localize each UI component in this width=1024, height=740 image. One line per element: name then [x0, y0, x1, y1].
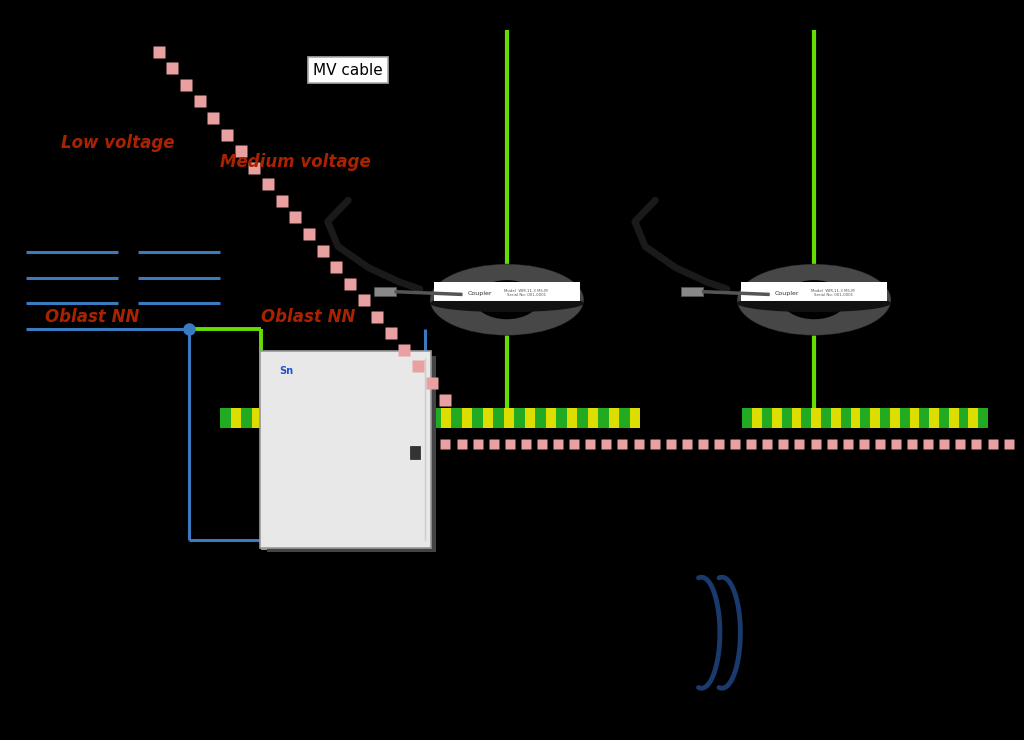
Bar	[440, 408, 451, 428]
Text: Oblast NN: Oblast NN	[261, 308, 355, 326]
Text: Medium voltage: Medium voltage	[220, 152, 371, 170]
Bar	[939, 408, 949, 428]
Text: Serial No: 001-0001: Serial No: 001-0001	[814, 293, 853, 297]
Bar	[969, 408, 978, 428]
Text: Coupler: Coupler	[775, 292, 800, 296]
Bar	[368, 408, 378, 428]
Bar	[410, 446, 420, 460]
Bar	[388, 408, 398, 428]
Bar	[841, 408, 851, 428]
Ellipse shape	[737, 295, 891, 312]
Text: Coupler: Coupler	[468, 292, 493, 296]
Bar	[830, 408, 841, 428]
Bar	[398, 408, 409, 428]
Bar	[772, 408, 781, 428]
Bar	[762, 408, 772, 428]
Bar	[566, 408, 578, 428]
Text: Oblast NN: Oblast NN	[45, 308, 139, 326]
Bar	[949, 408, 958, 428]
Ellipse shape	[430, 295, 584, 312]
Bar	[434, 282, 580, 301]
Bar	[741, 282, 887, 301]
Ellipse shape	[430, 264, 584, 335]
FancyBboxPatch shape	[260, 351, 431, 548]
Bar	[890, 408, 900, 428]
Bar	[870, 408, 880, 428]
Bar	[978, 408, 988, 428]
Bar	[524, 408, 535, 428]
Text: MV cable: MV cable	[313, 63, 383, 78]
Bar	[252, 408, 262, 428]
Bar	[314, 408, 326, 428]
Bar	[374, 287, 396, 296]
Bar	[909, 408, 920, 428]
Bar	[588, 408, 598, 428]
Bar	[272, 408, 283, 428]
Bar	[860, 408, 870, 428]
Bar	[556, 408, 566, 428]
Bar	[681, 287, 703, 296]
Text: Model  WM-11-3 M5-M: Model WM-11-3 M5-M	[504, 289, 548, 293]
Bar	[880, 408, 890, 428]
Text: Sn: Sn	[280, 366, 294, 377]
Bar	[242, 408, 252, 428]
Bar	[451, 408, 462, 428]
Ellipse shape	[475, 280, 539, 319]
Bar	[304, 408, 314, 428]
Bar	[546, 408, 556, 428]
Bar	[598, 408, 608, 428]
Ellipse shape	[430, 264, 584, 335]
Bar	[900, 408, 909, 428]
Bar	[781, 408, 792, 428]
Ellipse shape	[430, 278, 584, 321]
Bar	[821, 408, 830, 428]
Bar	[462, 408, 472, 428]
Ellipse shape	[737, 264, 891, 335]
Bar	[920, 408, 929, 428]
Ellipse shape	[737, 278, 891, 321]
Bar	[294, 408, 304, 428]
Bar	[230, 408, 242, 428]
Bar	[336, 408, 346, 428]
Bar	[742, 408, 753, 428]
Bar	[356, 408, 367, 428]
Text: Model  WM-11-3 M5-M: Model WM-11-3 M5-M	[811, 289, 855, 293]
Text: Serial No: 001-0001: Serial No: 001-0001	[507, 293, 546, 297]
Bar	[420, 408, 430, 428]
Bar	[929, 408, 939, 428]
Bar	[851, 408, 860, 428]
Ellipse shape	[737, 264, 891, 335]
Bar	[472, 408, 482, 428]
Bar	[494, 408, 504, 428]
Bar	[504, 408, 514, 428]
Bar	[220, 408, 230, 428]
Bar	[326, 408, 336, 428]
Bar	[535, 408, 546, 428]
Bar	[792, 408, 802, 428]
Bar	[283, 408, 294, 428]
Bar	[618, 408, 630, 428]
Bar	[753, 408, 762, 428]
Bar	[578, 408, 588, 428]
Bar	[378, 408, 388, 428]
Bar	[409, 408, 420, 428]
Bar	[262, 408, 272, 428]
Bar	[267, 356, 436, 552]
Bar	[958, 408, 969, 428]
Bar	[482, 408, 494, 428]
Ellipse shape	[782, 280, 847, 319]
Bar	[630, 408, 640, 428]
Bar	[811, 408, 821, 428]
Bar	[346, 408, 356, 428]
Bar	[802, 408, 811, 428]
Bar	[430, 408, 440, 428]
Text: Low voltage: Low voltage	[61, 134, 175, 152]
Bar	[514, 408, 524, 428]
Bar	[608, 408, 618, 428]
